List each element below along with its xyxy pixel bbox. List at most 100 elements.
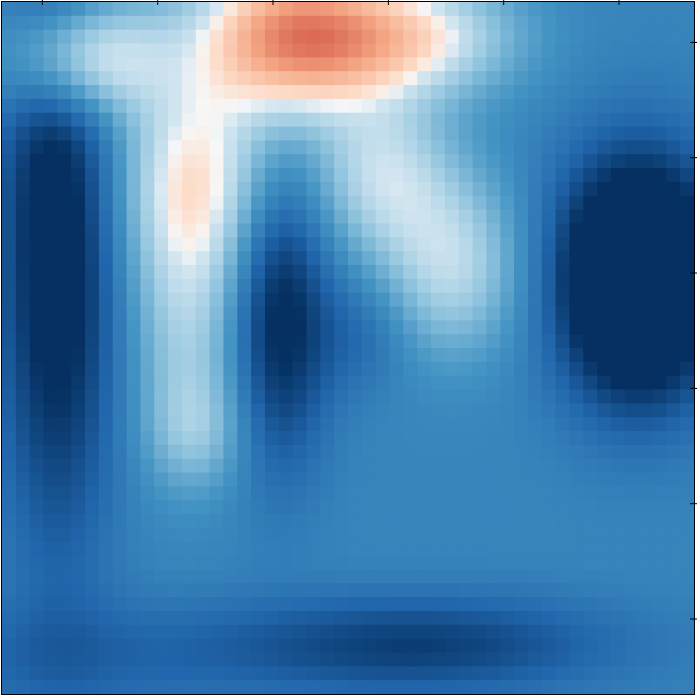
- heatmap-cell: [624, 168, 640, 183]
- heatmap-cell: [292, 583, 308, 598]
- heatmap-cell: [237, 15, 252, 31]
- heatmap-cell: [251, 168, 266, 183]
- heatmap-cell: [29, 85, 45, 100]
- heatmap-cell: [237, 472, 252, 487]
- heatmap-cell: [583, 85, 598, 100]
- heatmap-cell: [583, 666, 598, 681]
- heatmap-cell: [666, 444, 681, 460]
- heatmap-cell: [306, 306, 321, 321]
- heatmap-cell: [472, 680, 487, 695]
- heatmap-cell: [361, 15, 377, 31]
- heatmap-cell: [348, 71, 363, 86]
- heatmap-cell: [112, 348, 128, 363]
- heatmap-cell: [320, 472, 335, 487]
- heatmap-cell: [680, 348, 695, 363]
- heatmap-cell: [361, 610, 377, 626]
- heatmap-cell: [583, 29, 598, 45]
- heatmap-cell: [154, 680, 169, 695]
- heatmap-cell: [320, 555, 335, 571]
- heatmap-cell: [15, 348, 31, 363]
- heatmap-cell: [486, 680, 501, 695]
- heatmap-cell: [514, 403, 529, 418]
- heatmap-cell: [334, 666, 349, 681]
- heatmap-cell: [126, 375, 141, 391]
- heatmap-cell: [417, 541, 432, 557]
- heatmap-cell: [306, 112, 321, 128]
- heatmap-cell: [638, 541, 654, 557]
- heatmap-cell: [292, 680, 308, 695]
- heatmap-cell: [597, 306, 612, 321]
- heatmap-cell: [85, 375, 100, 391]
- heatmap-cell: [680, 320, 695, 335]
- heatmap-cell: [666, 417, 681, 432]
- heatmap-cell: [15, 154, 31, 169]
- heatmap-cell: [652, 140, 667, 155]
- heatmap-cell: [334, 98, 349, 114]
- heatmap-cell: [472, 500, 487, 515]
- heatmap-cell: [361, 527, 377, 543]
- heatmap-cell: [278, 278, 294, 294]
- heatmap-cell: [2, 195, 17, 211]
- heatmap-cell: [375, 597, 391, 612]
- heatmap-cell: [500, 112, 515, 128]
- heatmap-cell: [126, 223, 141, 238]
- heatmap-cell: [15, 237, 31, 252]
- heatmap-cell: [375, 500, 391, 515]
- heatmap-cell: [15, 43, 31, 58]
- heatmap-cell: [71, 375, 86, 391]
- heatmap-cell: [168, 652, 183, 667]
- heatmap-cell: [15, 431, 31, 446]
- heatmap-cell: [112, 292, 128, 308]
- heatmap-cell: [472, 2, 487, 17]
- heatmap-cell: [292, 140, 308, 155]
- heatmap-cell: [431, 154, 446, 169]
- heatmap-cell: [140, 306, 155, 321]
- heatmap-cell: [361, 181, 377, 197]
- heatmap-cell: [583, 223, 598, 238]
- heatmap-cell: [472, 638, 487, 654]
- heatmap-cell: [126, 71, 141, 86]
- heatmap-cell: [361, 98, 377, 114]
- heatmap-cell: [2, 209, 17, 225]
- heatmap-cell: [444, 666, 460, 681]
- heatmap-cell: [555, 555, 571, 571]
- heatmap-cell: [500, 154, 515, 169]
- heatmap-cell: [555, 417, 571, 432]
- heatmap-cell: [597, 237, 612, 252]
- heatmap-cell: [2, 29, 17, 45]
- heatmap-cell: [154, 472, 169, 487]
- heatmap-cell: [112, 140, 128, 155]
- heatmap-cell: [85, 98, 100, 114]
- heatmap-cell: [472, 417, 487, 432]
- heatmap-cell: [278, 209, 294, 225]
- heatmap-cell: [57, 71, 72, 86]
- heatmap-cell: [195, 292, 211, 308]
- heatmap-cell: [389, 361, 404, 377]
- heatmap-cell: [334, 555, 349, 571]
- heatmap-cell: [181, 71, 197, 86]
- heatmap-cell: [375, 638, 391, 654]
- heatmap-cell: [2, 154, 17, 169]
- heatmap-cell: [43, 29, 58, 45]
- heatmap-cell: [389, 638, 404, 654]
- heatmap-cell: [652, 348, 667, 363]
- heatmap-cell: [500, 223, 515, 238]
- heatmap-cell: [583, 278, 598, 294]
- heatmap-cell: [112, 71, 128, 86]
- heatmap-cell: [555, 666, 571, 681]
- heatmap-cell: [514, 500, 529, 515]
- heatmap-cell: [569, 417, 584, 432]
- heatmap-cell: [472, 555, 487, 571]
- heatmap-cell: [569, 112, 584, 128]
- heatmap-cell: [680, 361, 695, 377]
- heatmap-cell: [389, 112, 404, 128]
- heatmap-cell: [597, 195, 612, 211]
- heatmap-cell: [181, 348, 197, 363]
- heatmap-cell: [112, 527, 128, 543]
- heatmap-cell: [168, 417, 183, 432]
- heatmap-cell: [680, 514, 695, 529]
- heatmap-cell: [348, 181, 363, 197]
- heatmap-cell: [514, 652, 529, 667]
- heatmap-cell: [417, 320, 432, 335]
- heatmap-cell: [541, 348, 557, 363]
